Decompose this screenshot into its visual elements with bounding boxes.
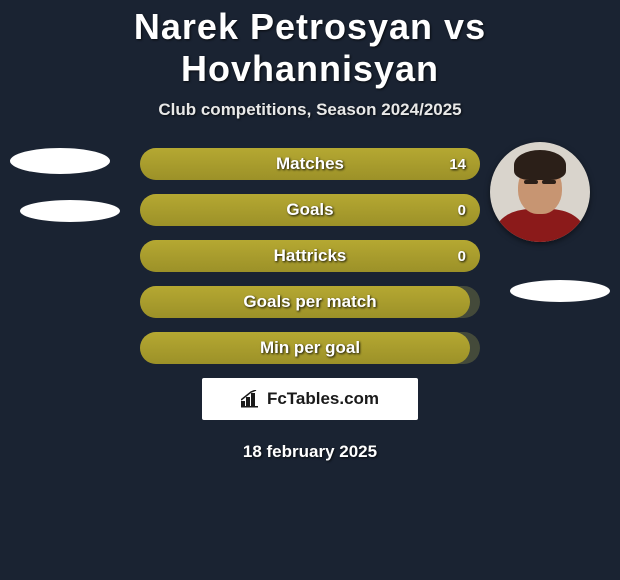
stat-bar: Hattricks0: [140, 240, 480, 272]
stats-area: Matches14Goals0Hattricks0Goals per match…: [0, 148, 620, 462]
stat-bar: Min per goal: [140, 332, 480, 364]
stat-bar-label: Hattricks: [140, 240, 480, 272]
brand-logo[interactable]: FcTables.com: [202, 378, 418, 420]
stat-bar-label: Goals per match: [140, 286, 480, 318]
stat-bar-value: 0: [458, 240, 466, 272]
left-placeholder-1: [10, 148, 110, 174]
stat-bar: Goals0: [140, 194, 480, 226]
page-subtitle: Club competitions, Season 2024/2025: [0, 100, 620, 120]
avatar: [490, 142, 590, 242]
stat-bar-label: Min per goal: [140, 332, 480, 364]
brand-logo-text: FcTables.com: [267, 389, 379, 409]
right-placeholder: [510, 280, 610, 302]
date-text: 18 february 2025: [0, 442, 620, 462]
stat-bar-label: Goals: [140, 194, 480, 226]
stat-bar-label: Matches: [140, 148, 480, 180]
stat-bars: Matches14Goals0Hattricks0Goals per match…: [140, 148, 480, 364]
page-title: Narek Petrosyan vs Hovhannisyan: [0, 0, 620, 90]
stat-bar: Goals per match: [140, 286, 480, 318]
left-placeholder-2: [20, 200, 120, 222]
stat-bar-value: 0: [458, 194, 466, 226]
stat-bar-value: 14: [449, 148, 466, 180]
stat-bar: Matches14: [140, 148, 480, 180]
bar-chart-icon: [241, 390, 261, 408]
